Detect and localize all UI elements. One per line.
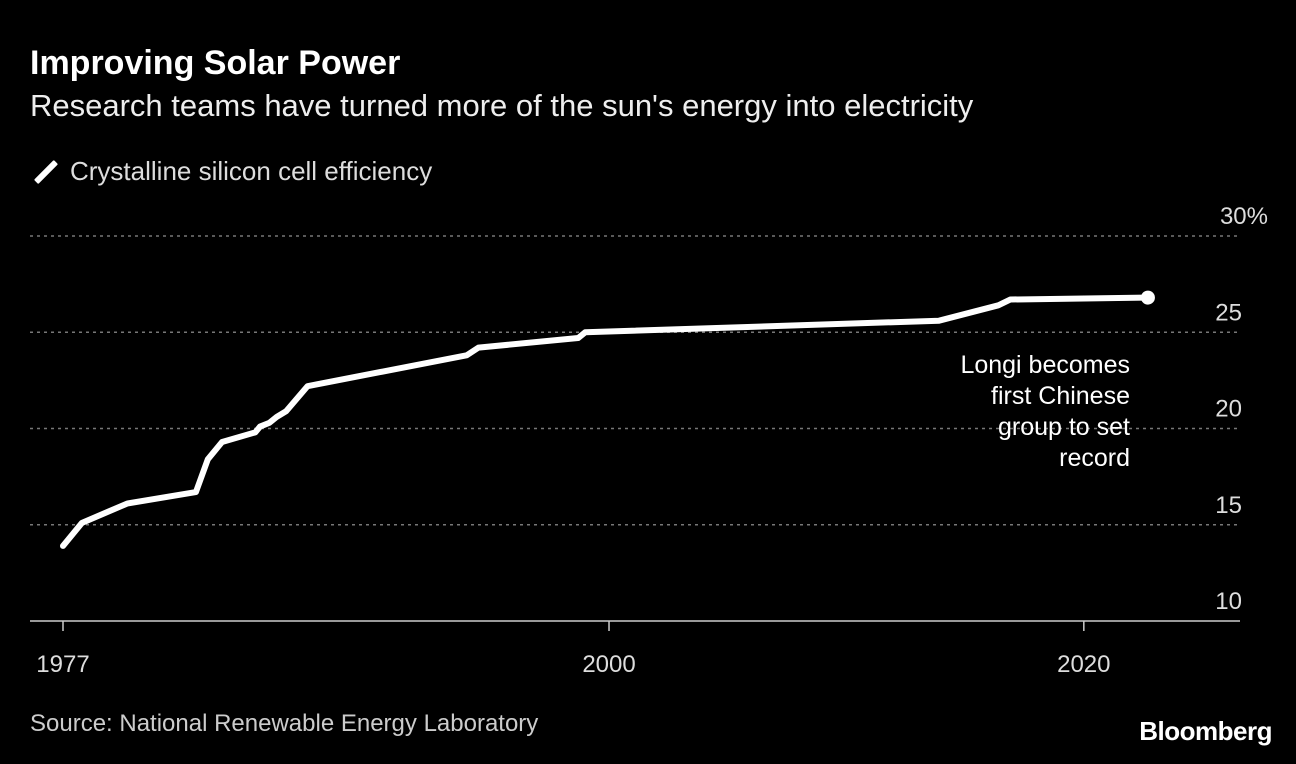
y-tick-label: 10 [1215, 588, 1242, 615]
y-tick-label: 20 [1215, 396, 1242, 423]
y-tick-label: 15 [1215, 492, 1242, 519]
chart-subtitle: Research teams have turned more of the s… [30, 88, 974, 123]
efficiency-line [60, 294, 1151, 549]
x-tick-label: 2000 [582, 651, 635, 678]
annotation-text: group to set [998, 413, 1130, 441]
data-point [1140, 290, 1155, 305]
annotation-text: first Chinese [991, 382, 1130, 410]
y-tick-label: 25 [1215, 299, 1242, 326]
chart-title: Improving Solar Power [30, 44, 401, 82]
x-tick-label: 2020 [1057, 651, 1110, 678]
annotation-text: record [1059, 444, 1130, 472]
source-note: Source: National Renewable Energy Labora… [30, 710, 539, 737]
x-tick-label: 1977 [36, 651, 89, 678]
annotation-text: Longi becomes [960, 351, 1130, 379]
legend-label: Crystalline silicon cell efficiency [70, 156, 433, 186]
legend: Crystalline silicon cell efficiency [30, 156, 432, 187]
y-tick-label: 30% [1220, 203, 1268, 230]
bloomberg-logo: Bloomberg [1139, 716, 1272, 746]
